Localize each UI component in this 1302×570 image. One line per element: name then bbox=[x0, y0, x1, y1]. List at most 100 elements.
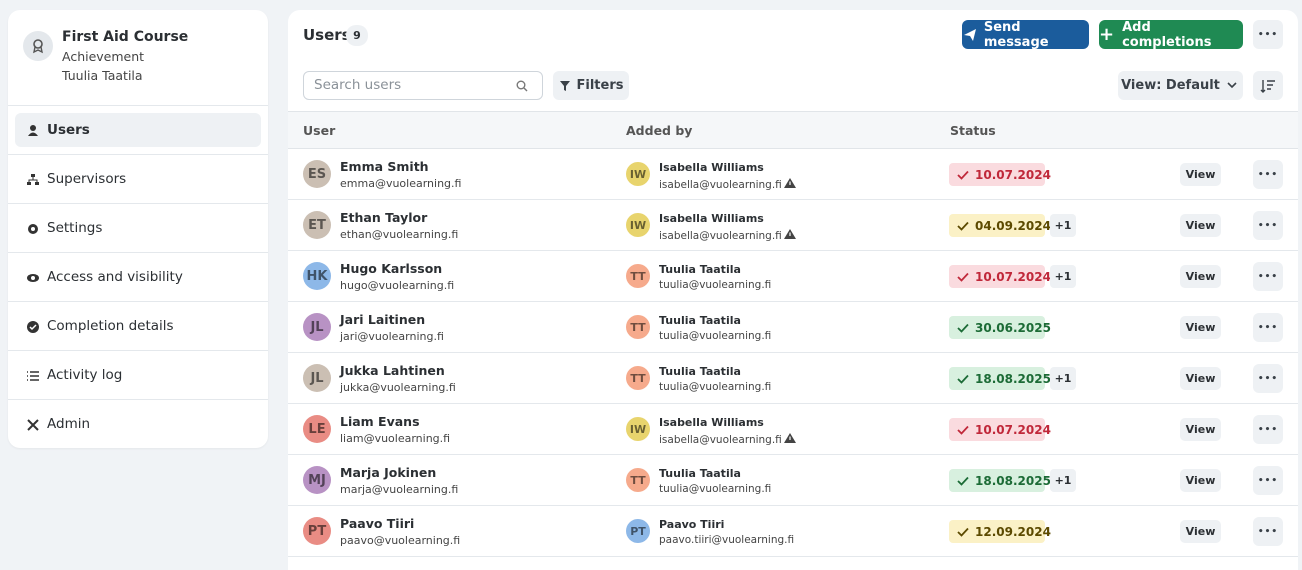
warning-icon bbox=[783, 433, 796, 443]
view-select[interactable]: View: Default bbox=[1118, 71, 1243, 100]
nav-separator bbox=[8, 203, 268, 204]
status-check bbox=[957, 526, 969, 537]
send-message-button[interactable]: Send message bbox=[962, 19, 1089, 50]
user-email: liam@vuolearning.fi bbox=[340, 432, 451, 445]
view-button[interactable]: View bbox=[1180, 163, 1221, 186]
add-completions-button[interactable]: + Add completions bbox=[1099, 19, 1243, 50]
status-pill: 30.06.2025 bbox=[949, 316, 1051, 339]
view-button[interactable]: View bbox=[1180, 367, 1221, 390]
view-label: View: Default bbox=[1121, 78, 1220, 93]
added-by-email: isabella@vuolearning.fi bbox=[659, 177, 798, 191]
nav-icon bbox=[26, 172, 40, 186]
added-by-name: Isabella Williams bbox=[659, 161, 764, 174]
main-panel: Users 9 Send message + Add completions Se… bbox=[288, 10, 1298, 570]
course-title: First Aid Course bbox=[62, 29, 189, 45]
status-pill: 18.08.2025 bbox=[949, 367, 1051, 390]
row-more-button[interactable] bbox=[1253, 313, 1283, 342]
added-by-avatar: PT bbox=[626, 519, 650, 543]
row-more-button[interactable] bbox=[1253, 466, 1283, 495]
user-email: emma@vuolearning.fi bbox=[340, 177, 462, 190]
row-more-button[interactable] bbox=[1253, 262, 1283, 291]
status-check bbox=[957, 475, 969, 486]
added-by-avatar: IW bbox=[626, 417, 650, 441]
status-check bbox=[957, 220, 969, 231]
nav-separator bbox=[8, 252, 268, 253]
status-pill: 12.09.2024 bbox=[949, 520, 1051, 543]
user-avatar: JL bbox=[303, 313, 331, 341]
user-email: ethan@vuolearning.fi bbox=[340, 228, 459, 241]
nav-icon bbox=[26, 123, 40, 137]
nav-icon bbox=[26, 319, 40, 333]
user-email: hugo@vuolearning.fi bbox=[340, 279, 455, 292]
extra-count: +1 bbox=[1050, 367, 1076, 390]
extra-count: +1 bbox=[1050, 265, 1076, 288]
status-check bbox=[957, 322, 969, 333]
row-more-button[interactable] bbox=[1253, 211, 1283, 240]
add-label: Add completions bbox=[1122, 19, 1212, 50]
row-more-button[interactable] bbox=[1253, 415, 1283, 444]
user-avatar: PT bbox=[303, 517, 331, 545]
plus-icon: + bbox=[1099, 24, 1115, 45]
added-by-name: Tuulia Taatila bbox=[659, 467, 741, 480]
view-button[interactable]: View bbox=[1180, 520, 1221, 543]
nav-item[interactable]: Users bbox=[15, 113, 261, 147]
added-by-email: tuulia@vuolearning.fi bbox=[659, 381, 772, 393]
panel-title: Users bbox=[303, 26, 351, 44]
nav-icon bbox=[26, 221, 40, 235]
nav-label: Admin bbox=[47, 416, 91, 432]
column-header: User bbox=[303, 123, 336, 138]
user-email: paavo@vuolearning.fi bbox=[340, 534, 461, 547]
user-avatar: JL bbox=[303, 364, 331, 392]
nav-item[interactable]: Admin bbox=[15, 407, 261, 441]
view-button[interactable]: View bbox=[1180, 265, 1221, 288]
nav-item[interactable]: Access and visibility bbox=[15, 260, 261, 294]
nav-label: Settings bbox=[47, 220, 103, 236]
user-email: marja@vuolearning.fi bbox=[340, 483, 459, 496]
extra-count: +1 bbox=[1050, 214, 1076, 237]
row-more-button[interactable] bbox=[1253, 517, 1283, 546]
send-label: Send message bbox=[983, 19, 1049, 50]
nav-item[interactable]: Activity log bbox=[15, 358, 261, 392]
added-by-avatar: TT bbox=[626, 315, 650, 339]
sort-icon bbox=[1260, 79, 1275, 93]
search-input[interactable]: Search users bbox=[303, 71, 543, 100]
table-row: ET Ethan Taylor ethan@vuolearning.fi IW Isab… bbox=[288, 200, 1298, 251]
nav-icon bbox=[26, 417, 40, 431]
nav-item[interactable]: Settings bbox=[15, 211, 261, 245]
filters-button[interactable]: Filters bbox=[553, 71, 629, 100]
added-by-email: isabella@vuolearning.fi bbox=[659, 432, 798, 446]
added-by-email: tuulia@vuolearning.fi bbox=[659, 279, 772, 291]
view-button[interactable]: View bbox=[1180, 316, 1221, 339]
nav-separator bbox=[8, 350, 268, 351]
nav-item[interactable]: Completion details bbox=[15, 309, 261, 343]
user-name: Emma Smith bbox=[340, 159, 429, 174]
course-icon bbox=[23, 31, 53, 61]
nav-icon bbox=[26, 270, 40, 284]
added-by-avatar: TT bbox=[626, 366, 650, 390]
user-name: Liam Evans bbox=[340, 414, 420, 429]
user-name: Ethan Taylor bbox=[340, 210, 428, 225]
user-email: jari@vuolearning.fi bbox=[340, 330, 444, 343]
nav-separator bbox=[8, 154, 268, 155]
nav-separator bbox=[8, 399, 268, 400]
added-by-name: Paavo Tiiri bbox=[659, 518, 725, 531]
view-button[interactable]: View bbox=[1180, 214, 1221, 237]
status-pill: 10.07.2024 bbox=[949, 163, 1051, 186]
nav-item[interactable]: Supervisors bbox=[15, 162, 261, 196]
table-row: PT Paavo Tiiri paavo@vuolearning.fi PT Paavo… bbox=[288, 506, 1298, 557]
nav-label: Supervisors bbox=[47, 171, 127, 187]
view-button[interactable]: View bbox=[1180, 469, 1221, 492]
added-by-name: Isabella Williams bbox=[659, 416, 764, 429]
search-placeholder: Search users bbox=[314, 77, 402, 93]
warning-icon bbox=[783, 229, 796, 239]
nav-label: Activity log bbox=[47, 367, 123, 383]
added-by-avatar: TT bbox=[626, 264, 650, 288]
view-button[interactable]: View bbox=[1180, 418, 1221, 441]
course-type: Achievement bbox=[62, 49, 145, 64]
table-header bbox=[288, 111, 1298, 149]
sort-button[interactable] bbox=[1253, 71, 1283, 100]
row-more-button[interactable] bbox=[1253, 160, 1283, 189]
row-more-button[interactable] bbox=[1253, 364, 1283, 393]
more-button[interactable] bbox=[1253, 20, 1283, 49]
